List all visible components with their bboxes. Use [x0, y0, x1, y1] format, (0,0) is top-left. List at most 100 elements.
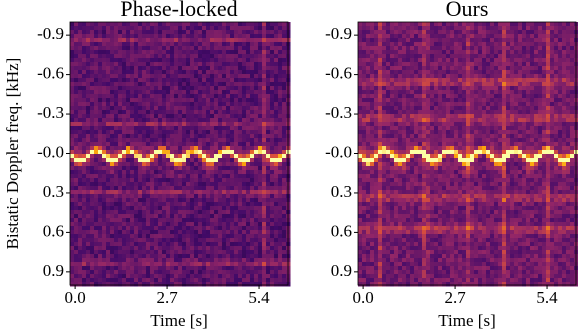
texture-cell — [562, 38, 567, 43]
texture-cell — [150, 190, 155, 195]
texture-cell — [474, 90, 479, 95]
texture-cell — [550, 102, 555, 107]
texture-cell — [162, 34, 167, 39]
texture-cell — [190, 254, 195, 259]
texture-cell — [518, 94, 523, 99]
texture-cell — [162, 94, 167, 99]
texture-cell — [522, 110, 527, 115]
texture-cell — [554, 86, 559, 91]
texture-cell — [282, 42, 287, 47]
texture-cell — [74, 154, 79, 159]
texture-cell — [146, 238, 151, 243]
texture-cell — [162, 158, 167, 163]
texture-cell — [98, 158, 103, 163]
texture-cell — [122, 74, 127, 79]
texture-cell — [502, 114, 507, 119]
texture-cell — [146, 50, 151, 55]
texture-cell — [242, 278, 247, 283]
texture-cell — [214, 210, 219, 215]
texture-cell — [238, 102, 243, 107]
texture-cell — [134, 126, 139, 131]
texture-cell — [534, 46, 539, 51]
texture-cell — [358, 46, 363, 51]
texture-cell — [202, 258, 207, 263]
texture-cell — [118, 114, 123, 119]
texture-cell — [254, 206, 259, 211]
texture-cell — [486, 42, 491, 47]
texture-cell — [422, 54, 427, 59]
texture-cell — [234, 70, 239, 75]
texture-cell — [170, 74, 175, 79]
texture-cell — [114, 246, 119, 251]
texture-cell — [234, 266, 239, 271]
texture-cell — [474, 78, 479, 83]
texture-cell — [562, 110, 567, 115]
texture-cell — [166, 158, 171, 163]
texture-cell — [450, 86, 455, 91]
texture-cell — [238, 98, 243, 103]
texture-cell — [250, 110, 255, 115]
texture-cell — [278, 46, 283, 51]
texture-cell — [554, 94, 559, 99]
texture-cell — [174, 118, 179, 123]
texture-cell — [518, 26, 523, 31]
texture-cell — [70, 138, 75, 143]
texture-cell — [362, 66, 367, 71]
texture-cell — [262, 62, 267, 67]
texture-cell — [162, 270, 167, 275]
texture-cell — [266, 110, 271, 115]
texture-cell — [78, 210, 83, 215]
texture-cell — [198, 274, 203, 279]
texture-cell — [374, 98, 379, 103]
texture-cell — [362, 46, 367, 51]
texture-cell — [242, 98, 247, 103]
texture-cell — [146, 86, 151, 91]
texture-cell — [474, 86, 479, 91]
texture-cell — [118, 182, 123, 187]
texture-cell — [126, 186, 131, 191]
texture-cell — [250, 170, 255, 175]
texture-cell — [170, 90, 175, 95]
texture-cell — [210, 66, 215, 71]
texture-cell — [158, 46, 163, 51]
texture-cell — [90, 114, 95, 119]
texture-cell — [74, 222, 79, 227]
texture-cell — [242, 138, 247, 143]
texture-cell — [406, 102, 411, 107]
texture-cell — [242, 158, 247, 163]
texture-cell — [226, 202, 231, 207]
texture-cell — [202, 118, 207, 123]
texture-cell — [174, 206, 179, 211]
texture-cell — [418, 110, 423, 115]
texture-cell — [490, 78, 495, 83]
texture-cell — [278, 270, 283, 275]
texture-cell — [498, 26, 503, 31]
texture-cell — [138, 58, 143, 63]
texture-cell — [226, 146, 231, 151]
texture-cell — [98, 62, 103, 67]
texture-cell — [178, 270, 183, 275]
texture-cell — [226, 218, 231, 223]
texture-cell — [402, 46, 407, 51]
texture-cell — [202, 254, 207, 259]
texture-cell — [410, 118, 415, 123]
texture-cell — [158, 218, 163, 223]
texture-cell — [242, 122, 247, 127]
texture-cell — [202, 86, 207, 91]
texture-cell — [74, 226, 79, 231]
texture-cell — [130, 46, 135, 51]
texture-cell — [194, 50, 199, 55]
texture-cell — [138, 138, 143, 143]
texture-cell — [210, 106, 215, 111]
texture-cell — [378, 86, 383, 91]
texture-cell — [78, 194, 83, 199]
texture-cell — [190, 246, 195, 251]
texture-cell — [218, 46, 223, 51]
texture-cell — [198, 66, 203, 71]
texture-cell — [122, 82, 127, 87]
texture-cell — [246, 102, 251, 107]
texture-cell — [242, 50, 247, 55]
texture-cell — [214, 122, 219, 127]
texture-cell — [230, 226, 235, 231]
